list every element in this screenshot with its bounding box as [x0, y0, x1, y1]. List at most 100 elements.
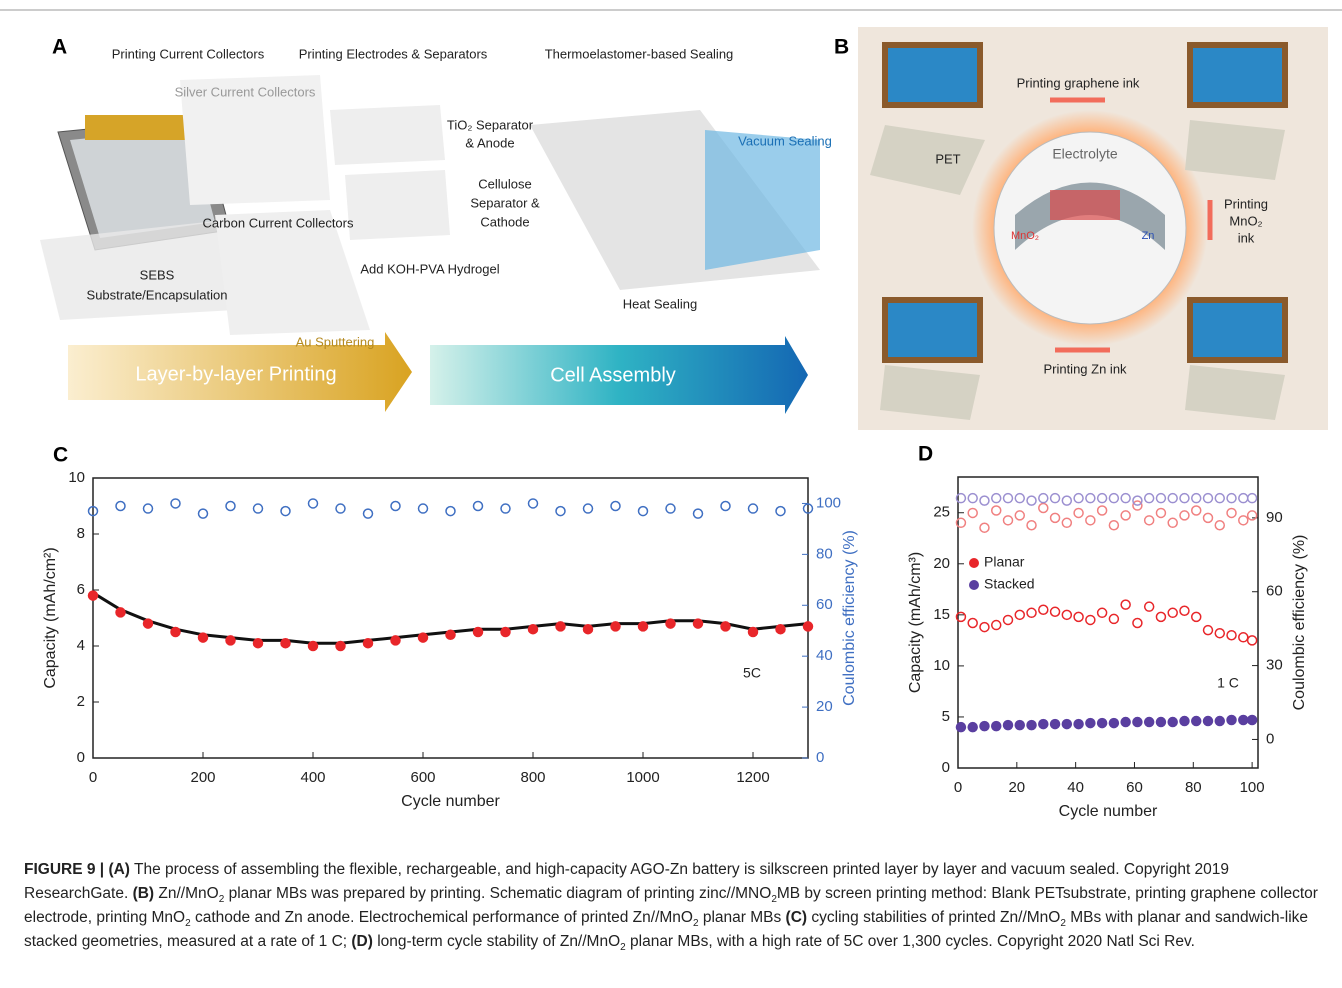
data-point: [1109, 719, 1118, 728]
y2-axis-label: Coulombic efficiency (%): [841, 530, 858, 706]
label: Electrolyte: [1052, 146, 1118, 162]
data-point: [309, 642, 318, 651]
data-point: [1192, 612, 1201, 621]
data-point: [1180, 494, 1189, 503]
y2-tick-label: 20: [816, 698, 833, 715]
screen: [1190, 300, 1285, 360]
y-tick-label: 20: [933, 555, 950, 572]
data-point: [1239, 716, 1248, 725]
panel-label: C: [53, 444, 68, 467]
data-point: [281, 639, 290, 648]
data-point: [1015, 721, 1024, 730]
data-point: [1015, 511, 1024, 520]
data-point: [1204, 494, 1213, 503]
data-point: [1074, 720, 1083, 729]
screen: [1190, 45, 1285, 105]
y2-tick-label: 60: [1266, 583, 1283, 600]
y2-tick-label: 0: [1266, 730, 1274, 747]
label: Heat Sealing: [623, 296, 697, 311]
data-point: [776, 625, 785, 634]
data-point: [611, 502, 620, 511]
data-point: [199, 509, 208, 518]
figure: A Printing Current Collectors Printing E…: [0, 0, 1342, 850]
label: SEBS: [140, 267, 175, 282]
data-point: [584, 625, 593, 634]
data-point: [1062, 496, 1071, 505]
data-point: [1015, 610, 1024, 619]
legend-label: Planar: [984, 554, 1025, 570]
data-point: [1168, 494, 1177, 503]
data-point: [1204, 626, 1213, 635]
label: Thermoelastomer-based Sealing: [545, 46, 734, 61]
x-tick-label: 20: [1008, 779, 1025, 796]
label: Silver Current Collectors: [175, 84, 316, 99]
data-point: [1239, 633, 1248, 642]
panel-label: D: [918, 443, 933, 466]
x-tick-label: 80: [1185, 779, 1202, 796]
y2-axis-label: Coulombic efficiency (%): [1291, 535, 1308, 711]
y-axis-label: Capacity (mAh/cm²): [42, 547, 59, 688]
data-point: [1039, 605, 1048, 614]
y-tick-label: 0: [942, 759, 950, 776]
data-point: [666, 619, 675, 628]
caption-text: FIGURE 9 |: [24, 861, 108, 878]
data-point: [1156, 612, 1165, 621]
data-point: [968, 619, 977, 628]
data-point: [446, 507, 455, 516]
caption-text: planar MBs, with a high rate of 5C over …: [626, 933, 1195, 950]
data-point: [281, 507, 290, 516]
data-point: [144, 504, 153, 513]
data-point: [1168, 608, 1177, 617]
y-tick-label: 10: [933, 657, 950, 674]
data-point: [1039, 720, 1048, 729]
data-point: [1180, 606, 1189, 615]
label: Printing Electrodes & Separators: [299, 46, 488, 61]
data-point: [336, 504, 345, 513]
data-point: [1015, 494, 1024, 503]
label: Carbon Current Collectors: [202, 215, 354, 230]
x-tick-label: 1200: [736, 769, 769, 786]
data-point: [1156, 494, 1165, 503]
data-point: [171, 628, 180, 637]
data-point: [1248, 716, 1257, 725]
sheet: [330, 105, 445, 165]
data-point: [1133, 619, 1142, 628]
y-tick-label: 5: [942, 708, 950, 725]
caption-text: (A): [108, 861, 130, 878]
x-tick-label: 1000: [626, 769, 659, 786]
label: Printing: [1224, 196, 1268, 211]
x-tick-label: 200: [190, 769, 215, 786]
data-point: [391, 636, 400, 645]
data-point: [1145, 602, 1154, 611]
caption-text: planar MBs was prepared by printing. Sch…: [224, 885, 771, 902]
page: A Printing Current Collectors Printing E…: [0, 0, 1342, 988]
data-point: [721, 502, 730, 511]
y-tick-label: 15: [933, 606, 950, 623]
x-tick-label: 100: [1240, 779, 1265, 796]
data-point: [501, 504, 510, 513]
vacuum-funnel: [705, 130, 820, 270]
legend-marker: [969, 558, 979, 568]
annotation: 1 C: [1217, 675, 1239, 691]
data-point: [474, 628, 483, 637]
data-point: [1098, 719, 1107, 728]
label: TiO₂ Separator: [447, 117, 534, 132]
label: Zn: [1142, 230, 1155, 242]
data-point: [992, 722, 1001, 731]
data-point: [804, 622, 813, 631]
data-point: [1215, 521, 1224, 530]
data-point: [694, 509, 703, 518]
data-point: [1168, 718, 1177, 727]
data-point: [1086, 494, 1095, 503]
x-tick-label: 40: [1067, 779, 1084, 796]
data-point: [474, 502, 483, 511]
data-point: [1051, 607, 1060, 616]
data-point: [1086, 516, 1095, 525]
label: Separator &: [470, 195, 540, 210]
y2-tick-label: 40: [816, 647, 833, 664]
data-point: [1109, 494, 1118, 503]
x-tick-label: 60: [1126, 779, 1143, 796]
label: Vacuum Sealing: [738, 133, 832, 148]
legend-marker: [969, 580, 979, 590]
screen: [885, 300, 980, 360]
